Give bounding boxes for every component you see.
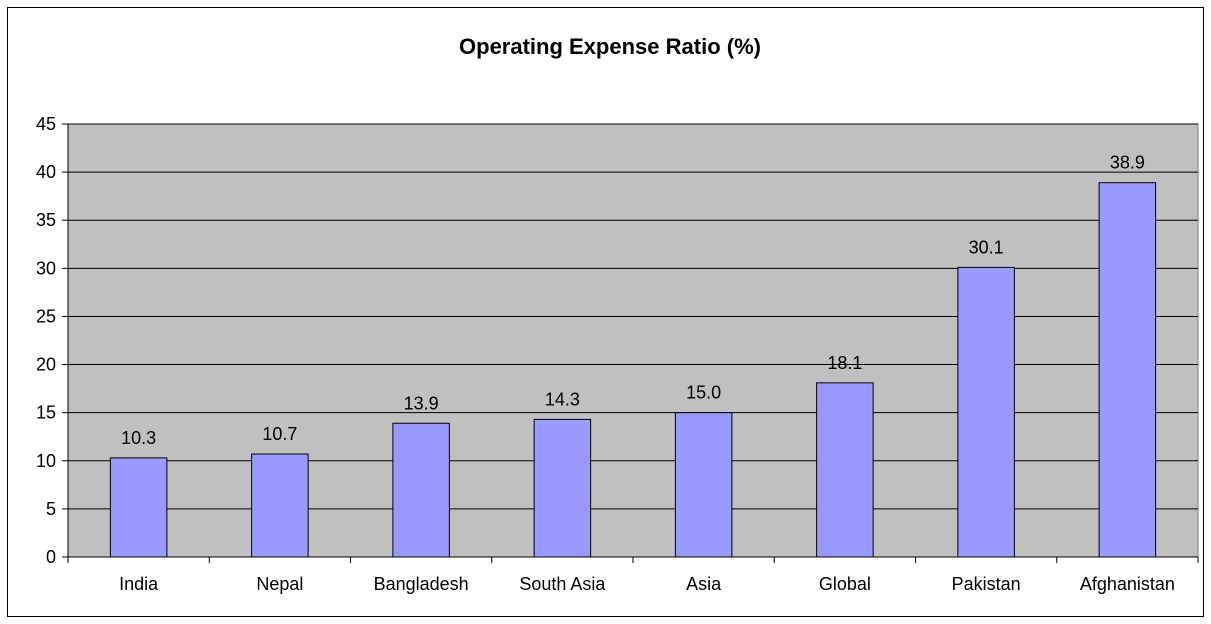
data-label: 10.7 xyxy=(262,424,297,444)
chart-title: Operating Expense Ratio (%) xyxy=(459,34,761,59)
x-tick-label: Bangladesh xyxy=(374,574,469,594)
y-tick-label: 20 xyxy=(36,355,56,375)
x-tick-label: South Asia xyxy=(519,574,606,594)
bar-india xyxy=(109,457,168,558)
y-tick-label: 15 xyxy=(36,403,56,423)
y-tick-label: 40 xyxy=(36,162,56,182)
y-tick-label: 5 xyxy=(46,499,56,519)
data-label: 10.3 xyxy=(121,428,156,448)
x-tick-label: Asia xyxy=(686,574,722,594)
labels: 10.3 India 10.7 Nepal 13.9 Bangladesh 14.3 Sout… xyxy=(119,153,1175,594)
data-label: 38.9 xyxy=(1110,153,1145,173)
x-tick-label: Afghanistan xyxy=(1080,574,1175,594)
bar-pakistan xyxy=(957,266,1015,558)
data-label: 18.1 xyxy=(827,353,862,373)
x-tick-label: Pakistan xyxy=(952,574,1021,594)
y-tick-label: 0 xyxy=(46,547,56,567)
x-tick-label: Nepal xyxy=(256,574,303,594)
data-label: 30.1 xyxy=(969,237,1004,257)
x-tick-label: Global xyxy=(819,574,871,594)
bar-nepal xyxy=(251,453,309,558)
bar-global xyxy=(816,382,874,558)
bar-afghanistan xyxy=(1098,182,1157,558)
y-tick-label: 35 xyxy=(36,210,56,230)
y-tick-label: 45 xyxy=(36,114,56,134)
data-label: 14.3 xyxy=(545,389,580,409)
plot-area xyxy=(67,123,1199,558)
bar-south-asia xyxy=(533,418,592,558)
y-tick-label: 30 xyxy=(36,258,56,278)
data-label: 13.9 xyxy=(404,393,439,413)
bar-bangladesh xyxy=(392,422,450,558)
data-label: 15.0 xyxy=(686,383,721,403)
bars xyxy=(109,182,1157,558)
x-tick-label: India xyxy=(119,574,159,594)
bar-asia xyxy=(674,412,733,558)
y-tick-label: 25 xyxy=(36,306,56,326)
y-tick-label: 10 xyxy=(36,451,56,471)
